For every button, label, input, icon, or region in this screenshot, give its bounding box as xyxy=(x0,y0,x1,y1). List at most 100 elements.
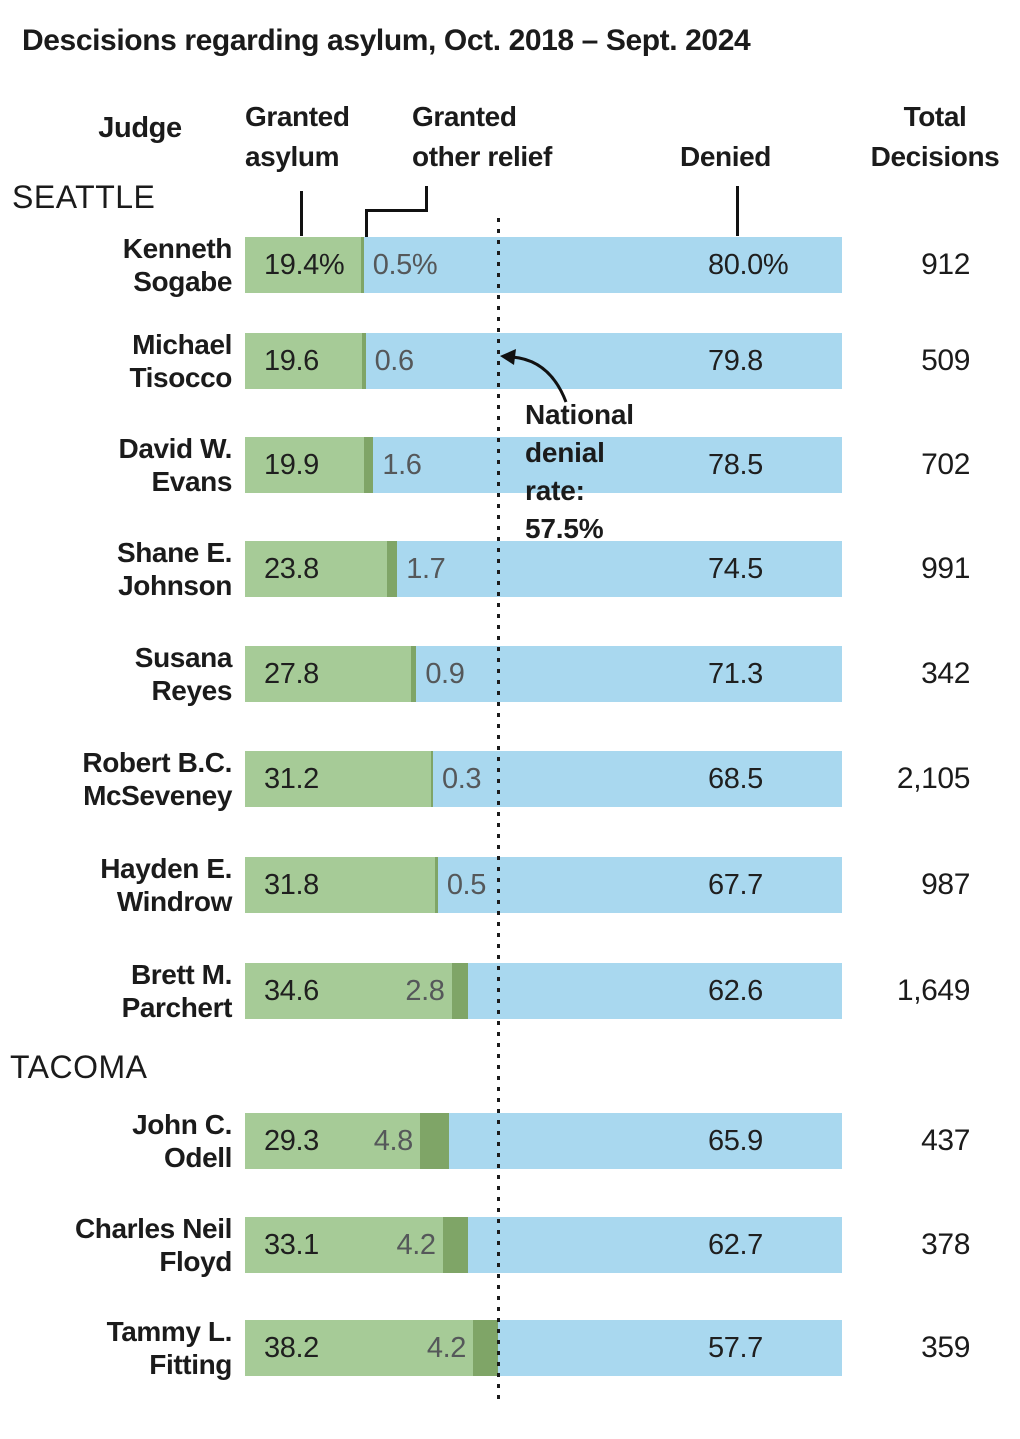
other-relief-value: 1.6 xyxy=(382,448,422,481)
national-denial-rate-annotation: National denial rate: 57.5% xyxy=(525,396,634,548)
judge-name-line1: Michael xyxy=(132,329,232,360)
denied-segment xyxy=(468,963,842,1019)
total-decisions-value: 991 xyxy=(921,552,970,585)
annotation-line3: rate: xyxy=(525,475,585,506)
judge-name: Charles Neil Floyd xyxy=(0,1212,232,1278)
judge-name: Kenneth Sogabe xyxy=(0,232,233,298)
denied-segment: 1.6 xyxy=(373,437,842,493)
total-decisions-value: 437 xyxy=(921,1124,970,1157)
table-row: Tammy L. Fitting 38.2 4.2 57.7 359 xyxy=(0,1316,1020,1380)
granted-asylum-value: 29.3 xyxy=(264,1124,319,1157)
granted-asylum-segment: 23.8 xyxy=(245,541,388,597)
stacked-bar: 19.4% 0.5% 80.0% xyxy=(245,237,842,293)
granted-asylum-segment: 38.2 4.2 xyxy=(245,1320,474,1376)
judge-name: Shane E. Johnson xyxy=(0,536,232,602)
denied-value: 67.7 xyxy=(708,868,763,901)
total-decisions-value: 378 xyxy=(921,1228,970,1261)
annotation-line2: denial xyxy=(525,437,605,468)
judge-name-line1: Brett M. xyxy=(130,959,232,990)
total-decisions-value: 702 xyxy=(921,448,970,481)
granted-asylum-value: 19.4% xyxy=(264,248,345,281)
judge-name-line2: Evans xyxy=(151,466,233,497)
other-relief-leader-line-elbow xyxy=(365,209,428,239)
judge-name-line1: Tammy L. xyxy=(106,1316,233,1347)
other-relief-value: 4.8 xyxy=(373,1124,414,1157)
judge-name-line2: Sogabe xyxy=(133,266,232,297)
denied-segment: 0.5% xyxy=(363,237,842,293)
column-header-granted-asylum: Granted asylum xyxy=(245,97,350,177)
table-row: Susana Reyes 27.8 0.9 71.3 342 xyxy=(0,642,1020,706)
table-row: Brett M. Parchert 34.6 2.8 62.6 1,649 xyxy=(0,959,1020,1023)
granted-asylum-segment: 19.6 xyxy=(245,333,362,389)
denied-value: 65.9 xyxy=(708,1124,763,1157)
denied-segment xyxy=(498,1320,842,1376)
stacked-bar: 29.3 4.8 65.9 xyxy=(245,1113,842,1169)
total-line2: Decisions xyxy=(870,141,1000,172)
judge-name-line1: Robert B.C. xyxy=(82,747,232,778)
granted-asylum-leader-line xyxy=(300,191,303,236)
judge-name-line1: John C. xyxy=(132,1109,232,1140)
section-label-seattle: SEATTLE xyxy=(12,179,156,215)
denied-segment: 0.3 xyxy=(433,751,842,807)
judge-name-line2: Fitting xyxy=(149,1349,232,1380)
granted-asylum-segment: 19.9 xyxy=(245,437,364,493)
granted-asylum-line1: Granted xyxy=(245,101,350,132)
other-relief-segment xyxy=(410,646,417,702)
judge-name-line1: David W. xyxy=(118,433,233,464)
judge-name: Robert B.C. McSeveney xyxy=(0,746,232,812)
other-relief-segment xyxy=(451,963,469,1019)
judge-name-line2: McSeveney xyxy=(83,780,232,811)
granted-asylum-value: 23.8 xyxy=(264,552,319,585)
granted-asylum-value: 31.2 xyxy=(264,762,319,795)
granted-asylum-segment: 31.2 xyxy=(245,751,432,807)
denied-value: 71.3 xyxy=(708,657,763,690)
other-relief-value: 2.8 xyxy=(405,974,445,1007)
other-relief-segment xyxy=(360,237,364,293)
denied-value: 79.8 xyxy=(708,344,763,377)
denied-segment xyxy=(448,1113,842,1169)
other-relief-segment xyxy=(473,1320,499,1376)
table-row: John C. Odell 29.3 4.8 65.9 437 xyxy=(0,1109,1020,1173)
granted-asylum-value: 19.9 xyxy=(264,448,319,481)
judge-name: Michael Tisocco xyxy=(0,328,232,394)
judge-name-line2: Windrow xyxy=(116,886,233,917)
total-decisions-value: 1,649 xyxy=(896,974,970,1007)
total-decisions-value: 2,105 xyxy=(896,762,970,795)
stacked-bar: 23.8 1.7 74.5 xyxy=(245,541,842,597)
denied-value: 74.5 xyxy=(708,552,763,585)
column-header-granted-other-relief: Granted other relief xyxy=(412,97,552,177)
judge-name: Tammy L. Fitting xyxy=(0,1315,233,1381)
column-header-total-decisions: Total Decisions xyxy=(850,97,1020,177)
table-row: Michael Tisocco 19.6 0.6 79.8 509 xyxy=(0,329,1020,393)
judge-name: John C. Odell xyxy=(0,1108,232,1174)
national-denial-rate-line xyxy=(497,218,500,1403)
other-relief-value: 0.6 xyxy=(374,344,415,377)
denied-segment: 0.5 xyxy=(437,857,842,913)
granted-asylum-segment: 31.8 xyxy=(245,857,435,913)
denied-segment: 0.9 xyxy=(416,646,842,702)
judge-name-line2: Parchert xyxy=(121,992,233,1023)
granted-asylum-segment: 19.4% xyxy=(245,237,361,293)
total-line1: Total xyxy=(903,101,967,132)
stacked-bar: 33.1 4.2 62.7 xyxy=(245,1217,842,1273)
judge-name-line1: Kenneth xyxy=(122,233,233,264)
granted-asylum-segment: 27.8 xyxy=(245,646,411,702)
judge-name-line1: Charles Neil xyxy=(74,1213,232,1244)
judge-name-line2: Johnson xyxy=(118,570,232,601)
other-relief-line2: other relief xyxy=(412,141,552,172)
other-relief-value: 4.2 xyxy=(426,1331,467,1364)
other-relief-leader-line-upper xyxy=(425,186,428,212)
denied-value: 78.5 xyxy=(708,448,763,481)
judge-name: David W. Evans xyxy=(0,432,233,498)
stacked-bar: 19.6 0.6 79.8 xyxy=(245,333,842,389)
judge-name-line1: Shane E. xyxy=(116,537,232,568)
table-row: Robert B.C. McSeveney 31.2 0.3 68.5 2,105 xyxy=(0,747,1020,811)
table-row: Charles Neil Floyd 33.1 4.2 62.7 378 xyxy=(0,1213,1020,1277)
judge-name: Brett M. Parchert xyxy=(0,958,233,1024)
stacked-bar: 31.2 0.3 68.5 xyxy=(245,751,842,807)
other-relief-segment xyxy=(419,1113,449,1169)
denied-value: 57.7 xyxy=(708,1331,763,1364)
other-relief-value: 0.5% xyxy=(372,248,438,281)
column-header-denied: Denied xyxy=(680,141,771,172)
column-header-judge: Judge xyxy=(98,112,182,144)
